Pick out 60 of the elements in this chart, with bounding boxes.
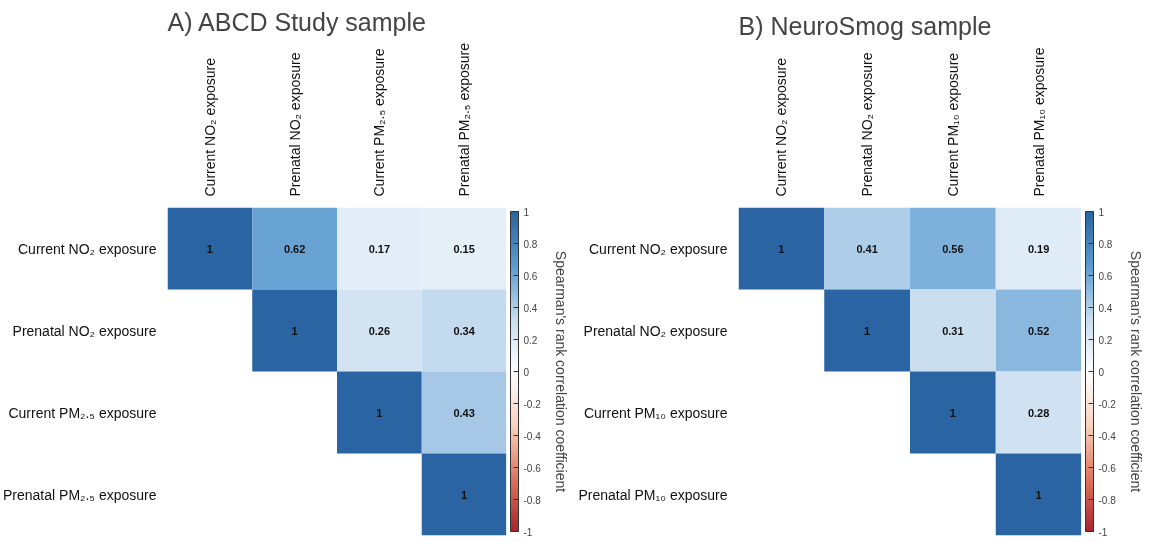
y-tick-label: Prenatal PM₁₀ exposure [578, 486, 728, 503]
color-bar-label: 1 [523, 206, 530, 218]
color-bar-label: -0.6 [1098, 462, 1117, 474]
data-label: 1 [949, 406, 956, 419]
data-label: 1 [291, 324, 298, 337]
x-tick-label: Prenatal NO₂ exposure [286, 52, 303, 197]
color-bar-label: 0.4 [523, 302, 538, 314]
data-label: 1 [1035, 488, 1042, 501]
chart-title: A) ABCD Study sample [167, 7, 426, 36]
y-tick-label: Prenatal NO₂ exposure [583, 322, 728, 339]
x-tick-label: Prenatal PM₂.₅ exposure [456, 42, 473, 197]
color-bar-label: 0 [1098, 366, 1105, 378]
color-bar-label: -0.8 [523, 494, 542, 506]
data-label: 1 [778, 242, 785, 255]
color-bar-title: Spearman's rank correlation coefficient [552, 250, 569, 493]
color-bar-label: -1 [1098, 526, 1108, 538]
data-label: 1 [461, 488, 468, 501]
x-tick-label: Current PM₂.₅ exposure [371, 48, 388, 197]
color-bar-label: 0.8 [523, 238, 538, 250]
data-label: 0.31 [942, 324, 964, 337]
color-bar-label: 0.4 [1098, 302, 1113, 314]
y-tick-label: Prenatal NO₂ exposure [12, 322, 157, 339]
y-tick-label: Current PM₁₀ exposure [583, 404, 728, 421]
color-bar-label: 1 [1098, 206, 1105, 218]
data-label: 0.17 [368, 242, 391, 255]
chart-title: B) NeuroSmog sample [738, 11, 992, 40]
color-bar-label: 0.8 [1098, 238, 1113, 250]
data-label: 1 [376, 406, 383, 419]
data-label: 0.34 [453, 324, 476, 337]
color-bar-label: -0.8 [1098, 494, 1117, 506]
color-bar-label: 0.2 [1098, 334, 1113, 346]
data-label: 0.15 [453, 242, 475, 255]
color-bar-label: 0.6 [523, 270, 538, 282]
data-label: 0.28 [1027, 406, 1050, 419]
color-bar-label: 0.6 [1098, 270, 1113, 282]
data-label: 0.41 [856, 242, 878, 255]
color-bar-label: -1 [523, 526, 533, 538]
data-label: 0.62 [283, 242, 306, 255]
x-tick-label: Prenatal PM₁₀ exposure [1030, 47, 1047, 197]
data-label: 0.26 [368, 324, 391, 337]
x-tick-label: Prenatal NO₂ exposure [859, 52, 876, 197]
data-label: 0.43 [453, 406, 475, 419]
color-bar-label: 0 [523, 366, 530, 378]
data-label: 0.52 [1027, 324, 1050, 337]
y-tick-label: Current PM₂.₅ exposure [8, 404, 157, 421]
data-label: 0.56 [942, 242, 964, 255]
data-label: 0.19 [1027, 242, 1050, 255]
y-tick-label: Prenatal PM₂.₅ exposure [3, 486, 157, 503]
y-tick-label: Current NO₂ exposure [18, 240, 157, 257]
color-bar-label: -0.2 [523, 398, 542, 410]
data-label: 1 [206, 242, 213, 255]
color-bar-label: -0.2 [1098, 398, 1117, 410]
x-tick-label: Current PM₁₀ exposure [944, 52, 961, 197]
color-bar-label: -0.4 [523, 430, 542, 442]
color-bar-title: Spearman's rank correlation coefficient [1127, 250, 1144, 493]
color-bar-label: 0.2 [523, 334, 538, 346]
color-bar-label: -0.4 [1098, 430, 1117, 442]
color-bar-label: -0.6 [523, 462, 542, 474]
data-label: 1 [864, 324, 871, 337]
y-tick-label: Current NO₂ exposure [589, 240, 728, 257]
